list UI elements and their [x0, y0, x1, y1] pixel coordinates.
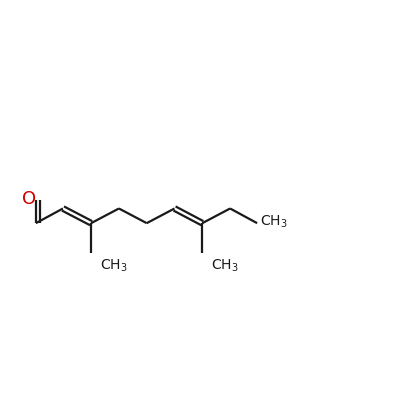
Text: O: O — [22, 190, 36, 208]
Text: CH$_3$: CH$_3$ — [100, 258, 127, 274]
Text: CH$_3$: CH$_3$ — [260, 214, 288, 230]
Text: CH$_3$: CH$_3$ — [211, 258, 238, 274]
